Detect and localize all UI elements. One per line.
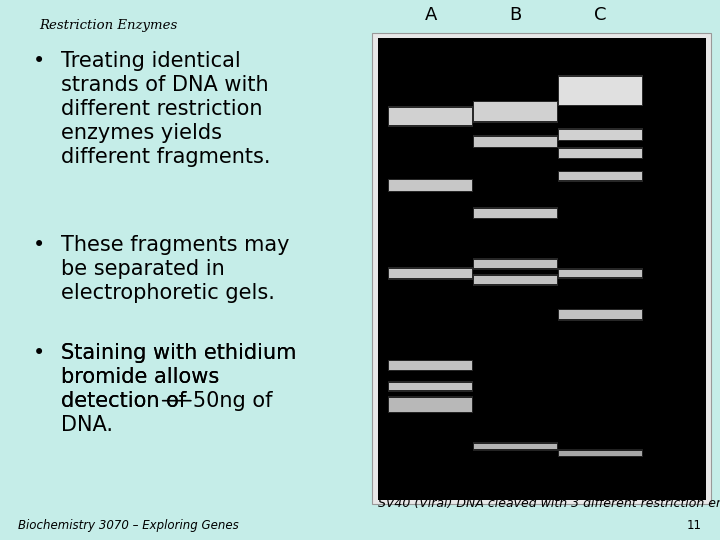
Text: 11: 11 [687,519,702,532]
Text: •: • [32,235,45,255]
Bar [557,128,644,141]
Bar [559,77,642,105]
Bar [389,180,472,191]
Bar [473,135,559,148]
Text: Treating identical
strands of DNA with
different restriction
enzymes yields
diff: Treating identical strands of DNA with d… [61,51,271,167]
Bar [559,130,642,140]
Bar [473,207,559,219]
Bar [387,396,474,414]
Bar [474,208,557,218]
Bar [559,310,642,320]
Bar [473,101,559,123]
Bar [474,260,557,268]
Text: These fragments may
be separated in
electrophoretic gels.: These fragments may be separated in elec… [61,235,289,303]
Text: A: A [424,6,437,24]
Bar [557,308,644,321]
Bar [474,103,557,121]
Bar [389,269,472,278]
Bar [559,269,642,277]
Bar [557,268,644,279]
Text: C: C [594,6,607,24]
Bar [557,76,644,106]
Bar [473,274,559,286]
Bar [474,444,557,449]
Bar [474,137,557,147]
Bar [559,148,642,158]
Text: Restriction Enzymes: Restriction Enzymes [40,19,178,32]
Text: Staining with ethidium
bromide allows
detection of: Staining with ethidium bromide allows de… [61,343,297,411]
Bar [557,449,644,457]
Bar [387,267,474,280]
Text: Biochemistry 3070 – Exploring Genes: Biochemistry 3070 – Exploring Genes [18,519,239,532]
Bar [474,276,557,285]
Bar [473,258,559,270]
Text: •: • [32,343,45,363]
Bar [389,398,472,412]
Bar [389,361,472,370]
Bar [389,383,472,390]
Bar [389,107,472,125]
Text: B: B [509,6,522,24]
Bar [559,172,642,180]
Text: SV40 (Viral) DNA cleaved with 3 different restriction enzymes.: SV40 (Viral) DNA cleaved with 3 differen… [378,497,720,510]
Bar [473,442,559,451]
Bar [387,360,474,372]
Bar [378,38,706,500]
Bar [372,33,711,504]
Bar [557,171,644,182]
Bar [557,147,644,159]
Bar [387,179,474,192]
Text: Staining with ethidium
bromide allows
detection of 50ng of
DNA.: Staining with ethidium bromide allows de… [61,343,297,435]
Bar [387,381,474,391]
Bar [559,451,642,456]
Bar [387,106,474,127]
Text: •: • [32,51,45,71]
